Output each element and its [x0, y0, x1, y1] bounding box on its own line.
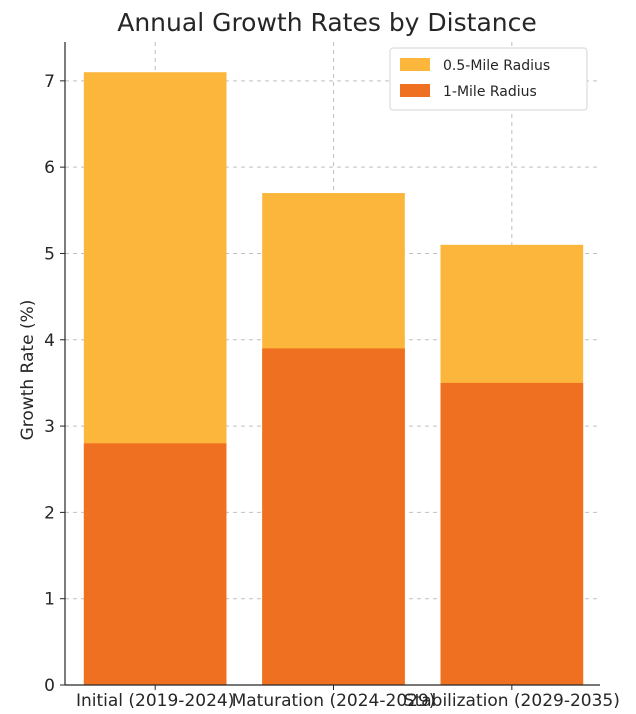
legend-label-0: 0.5-Mile Radius	[443, 58, 550, 74]
y-tick-label: 6	[44, 158, 55, 178]
y-tick-label: 5	[44, 244, 55, 264]
bar-1-2	[440, 382, 584, 685]
y-tick-label: 7	[44, 72, 55, 92]
y-tick-label: 3	[44, 417, 55, 437]
bars	[83, 72, 584, 685]
y-axis-label: Growth Rate (%)	[18, 300, 38, 441]
chart-title: Annual Growth Rates by Distance	[117, 8, 537, 37]
y-tick-label: 0	[44, 676, 55, 696]
legend-label-1: 1-Mile Radius	[443, 84, 537, 100]
x-tick-labels: Initial (2019-2024)Maturation (2024-2029…	[76, 685, 620, 711]
legend-frame	[389, 47, 588, 111]
bar-1-0	[83, 443, 227, 685]
y-tick-label: 4	[44, 331, 55, 351]
axes	[64, 42, 600, 686]
bar-1-1	[262, 348, 405, 685]
x-tick-label: Maturation (2024-2029)	[232, 691, 436, 711]
legend-swatch-0	[400, 58, 430, 71]
y-tick-label: 2	[44, 503, 55, 523]
x-tick-label: Stabilization (2029-2035)	[404, 691, 620, 711]
legend: 0.5-Mile Radius 1-Mile Radius	[389, 47, 588, 111]
x-tick-label: Initial (2019-2024)	[76, 691, 234, 711]
legend-swatch-1	[400, 84, 430, 97]
y-tick-labels: 0 1 2 3 4 5 6 7	[44, 72, 65, 696]
y-tick-label: 1	[44, 590, 55, 610]
